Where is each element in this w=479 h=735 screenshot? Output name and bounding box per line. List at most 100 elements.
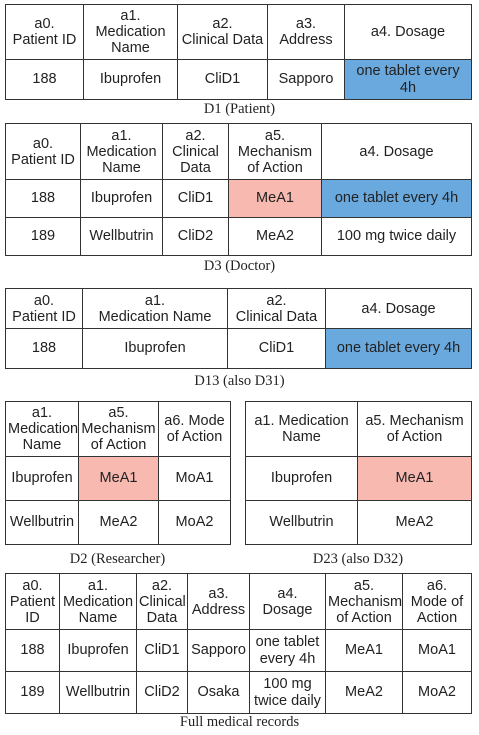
table-cell: Wellbutrin — [5, 500, 79, 545]
table-cell: CliD1 — [136, 629, 188, 672]
table-cell: CliD1 — [177, 59, 268, 100]
table-cell: 100 mg twice daily — [249, 671, 326, 714]
table-row: 189 Wellbutrin CliD2 MeA2 100 mg twice d… — [5, 217, 472, 256]
table-header-row: a1. Medication Name a5. Mechanism of Action … — [5, 401, 231, 457]
table-d23-block: a1. Medication Name a5. Mechanism of Actio… — [245, 401, 472, 545]
header-cell: a0. Patient ID — [5, 573, 60, 630]
table-row: 188 Ibuprofen CliD1 Sapporo one tablet e… — [5, 59, 472, 100]
table-row: 188 Ibuprofen CliD1 Sapporo one tablet ev… — [5, 629, 472, 672]
header-cell: a2. Clinical Data — [136, 573, 188, 630]
header-cell: a2. Clinical Data — [162, 123, 229, 180]
highlighted-cell: one tablet every 4h — [344, 59, 472, 100]
table-cell: CliD1 — [227, 328, 326, 369]
table-d23: a1. Medication Name a5. Mechanism of Actio… — [245, 401, 472, 545]
caption-d13: D13 (also D31) — [194, 373, 285, 389]
table-cell: 188 — [5, 328, 83, 369]
table-d13-block: a0. Patient ID a1. Medication Name a2. Clin… — [5, 288, 472, 369]
header-cell: a1. Medication Name — [245, 401, 358, 457]
table-row: Ibuprofen MeA1 — [245, 456, 472, 501]
table-cell: 189 — [5, 217, 81, 256]
header-cell: a4. Dosage — [321, 123, 472, 180]
table-cell: Ibuprofen — [245, 456, 358, 501]
table-cell: Sapporo — [187, 629, 250, 672]
header-cell: a5. Mechanism of Action — [325, 573, 403, 630]
table-d1: a0. Patient ID a1. Medication Name a2. Clini… — [5, 4, 472, 100]
table-cell: Ibuprofen — [80, 179, 163, 218]
table-d1-block: a0. Patient ID a1. Medication Name a2. Clini… — [5, 4, 472, 100]
table-cell: MoA1 — [402, 629, 472, 672]
table-cell: MoA1 — [158, 456, 231, 501]
table-header-row: a0. Patient ID a1. Medication Name a2. Clini… — [5, 4, 472, 60]
header-cell: a0. Patient ID — [5, 123, 81, 180]
header-cell: a4. Dosage — [325, 288, 472, 329]
table-row: Wellbutrin MeA2 — [245, 500, 472, 545]
caption-d3: D3 (Doctor) — [203, 258, 276, 274]
table-cell: 188 — [5, 179, 81, 218]
caption-d1: D1 (Patient) — [203, 101, 276, 117]
table-cell: MeA1 — [325, 629, 403, 672]
table-cell: MeA2 — [228, 217, 322, 256]
caption-full: Full medical records — [179, 714, 300, 730]
table-cell: 100 mg twice daily — [321, 217, 472, 256]
table-cell: Wellbutrin — [59, 671, 137, 714]
table-row: 188 Ibuprofen CliD1 one tablet every 4h — [5, 328, 472, 369]
header-cell: a0. Patient ID — [5, 288, 83, 329]
table-cell: Wellbutrin — [245, 500, 358, 545]
header-cell: a6. Mode of Action — [402, 573, 472, 630]
table-header-row: a0. Patient ID a1. Medication Name a2. Clini… — [5, 123, 472, 180]
table-cell: MeA2 — [78, 500, 159, 545]
table-cell: CliD1 — [162, 179, 229, 218]
table-cell: one tablet every 4h — [249, 629, 326, 672]
header-cell: a4. Dosage — [344, 4, 472, 60]
table-cell: 188 — [5, 59, 84, 100]
highlighted-cell: one tablet every 4h — [321, 179, 472, 218]
table-header-row: a0. Patient ID a1. Medication Name a2. Clinic… — [5, 573, 472, 630]
table-cell: MoA2 — [158, 500, 231, 545]
highlighted-cell: MeA1 — [228, 179, 322, 218]
table-cell: MoA2 — [402, 671, 472, 714]
table-d3-block: a0. Patient ID a1. Medication Name a2. Clini… — [5, 123, 472, 256]
table-cell: Ibuprofen — [5, 456, 79, 501]
header-cell: a2. Clinical Data — [227, 288, 326, 329]
header-cell: a1. Medication Name — [82, 288, 228, 329]
header-cell: a0. Patient ID — [5, 4, 84, 60]
table-row: 188 Ibuprofen CliD1 MeA1 one tablet ever… — [5, 179, 472, 218]
table-cell: CliD2 — [136, 671, 188, 714]
header-cell: a3. Address — [267, 4, 345, 60]
header-cell: a1. Medication Name — [5, 401, 79, 457]
highlighted-cell: MeA1 — [78, 456, 159, 501]
highlighted-cell: one tablet every 4h — [325, 328, 472, 369]
table-header-row: a0. Patient ID a1. Medication Name a2. Clin… — [5, 288, 472, 329]
header-cell: a5. Mechanism of Action — [78, 401, 159, 457]
table-row: Ibuprofen MeA1 MoA1 — [5, 456, 231, 501]
table-full: a0. Patient ID a1. Medication Name a2. Clinic… — [5, 573, 472, 714]
table-d2: a1. Medication Name a5. Mechanism of Action … — [5, 401, 231, 545]
table-row: Wellbutrin MeA2 MoA2 — [5, 500, 231, 545]
header-cell: a3. Address — [187, 573, 250, 630]
table-cell: Ibuprofen — [59, 629, 137, 672]
highlighted-cell: MeA1 — [357, 456, 472, 501]
header-cell: a2. Clinical Data — [177, 4, 268, 60]
table-cell: MeA2 — [357, 500, 472, 545]
table-cell: Ibuprofen — [82, 328, 228, 369]
table-cell: 189 — [5, 671, 60, 714]
header-cell: a5. Mechanism of Action — [228, 123, 322, 180]
header-cell: a5. Mechanism of Action — [357, 401, 472, 457]
header-cell: a4. Dosage — [249, 573, 326, 630]
table-header-row: a1. Medication Name a5. Mechanism of Actio… — [245, 401, 472, 457]
table-full-block: a0. Patient ID a1. Medication Name a2. Clinic… — [5, 573, 472, 714]
table-cell: MeA2 — [325, 671, 403, 714]
table-row: 189 Wellbutrin CliD2 Osaka 100 mg twice d… — [5, 671, 472, 714]
table-cell: Ibuprofen — [83, 59, 178, 100]
table-d13: a0. Patient ID a1. Medication Name a2. Clin… — [5, 288, 472, 369]
header-cell: a6. Mode of Action — [158, 401, 231, 457]
table-cell: 188 — [5, 629, 60, 672]
caption-d2: D2 (Researcher) — [69, 551, 166, 567]
header-cell: a1. Medication Name — [83, 4, 178, 60]
table-cell: Wellbutrin — [80, 217, 163, 256]
header-cell: a1. Medication Name — [59, 573, 137, 630]
caption-d23: D23 (also D32) — [312, 551, 404, 567]
table-d3: a0. Patient ID a1. Medication Name a2. Clini… — [5, 123, 472, 256]
table-cell: CliD2 — [162, 217, 229, 256]
table-cell: Sapporo — [267, 59, 345, 100]
